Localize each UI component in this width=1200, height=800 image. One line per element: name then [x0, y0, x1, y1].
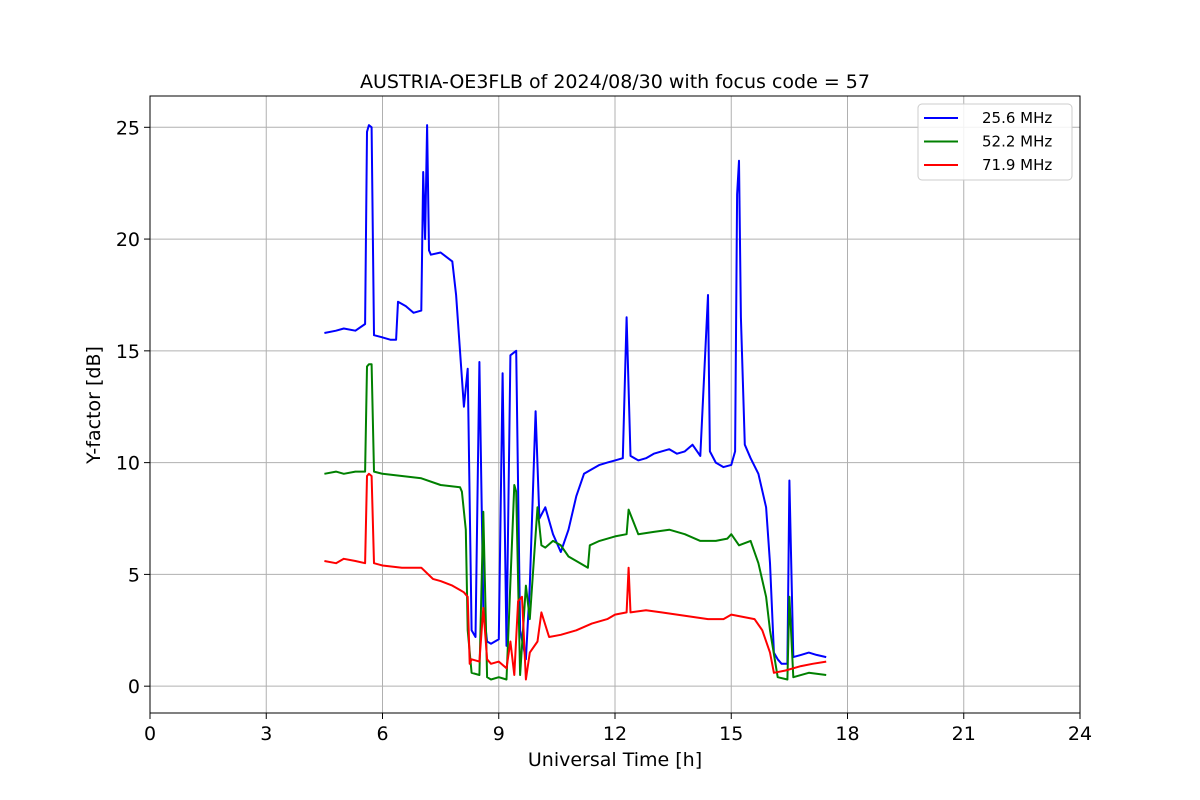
- y-tick-label: 0: [128, 676, 140, 698]
- y-axis-title: Y-factor [dB]: [83, 346, 105, 465]
- series-line-1: [324, 363, 827, 681]
- y-tick-label: 15: [116, 341, 140, 363]
- series-lines: [324, 124, 827, 681]
- y-tick-label: 10: [116, 453, 140, 475]
- x-tick-label: 9: [493, 723, 505, 745]
- legend-label-1: 52.2 MHz: [982, 133, 1052, 151]
- series-line-2: [324, 472, 827, 681]
- legend-label-0: 25.6 MHz: [982, 109, 1052, 127]
- x-tick-label: 0: [144, 723, 156, 745]
- x-tick-label: 6: [376, 723, 388, 745]
- x-tick-label: 12: [603, 723, 627, 745]
- chart-title: AUSTRIA-OE3FLB of 2024/08/30 with focus …: [360, 71, 870, 93]
- legend-label-2: 71.9 MHz: [982, 156, 1052, 174]
- x-tick-label: 24: [1068, 723, 1092, 745]
- legend-box: [917, 103, 1073, 181]
- x-tick-label: 21: [952, 723, 976, 745]
- legend: 25.6 MHz 52.2 MHz 71.9 MHz: [917, 103, 1073, 181]
- axis-ticks: 0 3 6 9 12 15 18 21 24 0 5 10 15 20 25: [116, 117, 1092, 745]
- x-tick-label: 3: [260, 723, 272, 745]
- series-line-0: [324, 124, 827, 665]
- x-tick-label: 18: [835, 723, 859, 745]
- y-tick-label: 5: [128, 564, 140, 586]
- x-axis-title: Universal Time [h]: [528, 749, 702, 771]
- x-tick-label: 15: [719, 723, 743, 745]
- y-tick-label: 25: [116, 117, 140, 139]
- y-tick-label: 20: [116, 229, 140, 251]
